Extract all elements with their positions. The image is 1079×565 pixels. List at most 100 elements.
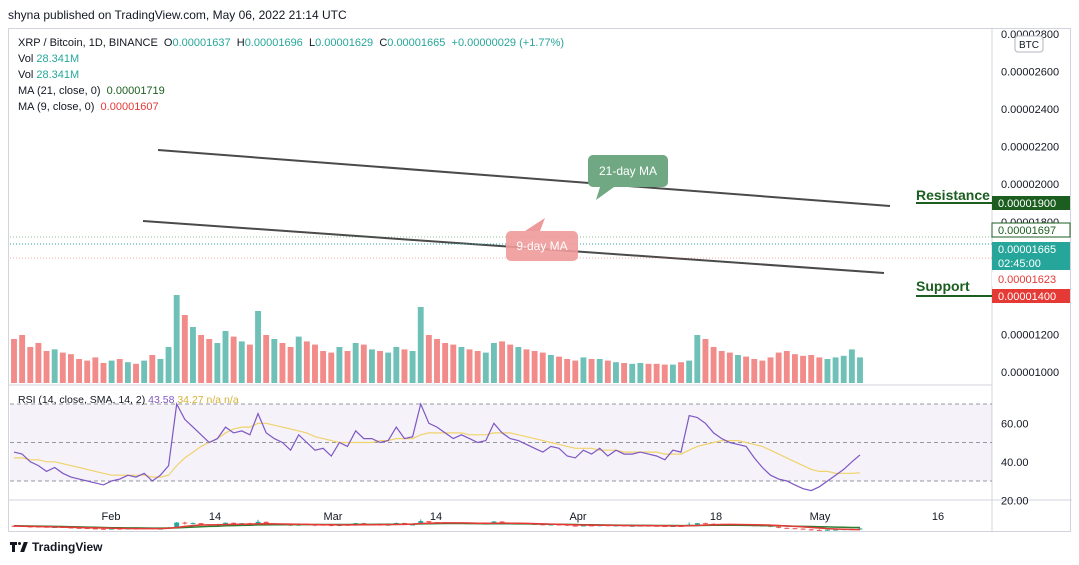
volume-bar — [434, 339, 440, 383]
rsi-line — [13, 402, 861, 492]
volume-bar — [621, 363, 628, 383]
ohlc-legend: XRP / Bitcoin, 1D, BINANCE O0.00001637 H… — [18, 36, 564, 50]
ma21-value: 0.00001719 — [106, 85, 165, 97]
resistance-label: Resistance — [916, 187, 990, 203]
volume-bar — [108, 360, 115, 383]
volume-bar — [230, 336, 237, 383]
volume-bar — [824, 359, 831, 383]
volume-bar — [328, 352, 335, 383]
candle-body — [703, 523, 708, 525]
volume-bar — [344, 351, 351, 383]
rsi-na: n/a n/a — [206, 394, 239, 406]
tradingview-mark-icon — [10, 542, 28, 552]
price-tick-label: 0.00001200 — [1001, 329, 1059, 341]
volume-bar — [255, 311, 261, 383]
volume-bar — [507, 344, 514, 383]
volume-bar — [604, 360, 611, 383]
volume-bar — [116, 359, 123, 383]
volume-bar — [800, 355, 806, 383]
volume-bar — [271, 339, 278, 383]
volume-bar — [596, 359, 603, 383]
volume-bar — [556, 356, 562, 383]
support-price-tag: 0.00001400 — [998, 291, 1056, 303]
volume-bar — [661, 364, 668, 383]
volume-bar — [124, 362, 131, 383]
volume-bar — [100, 363, 107, 383]
time-tick-label: May — [810, 511, 831, 523]
volume-bar — [702, 339, 709, 383]
volume-bar — [580, 357, 587, 383]
candle-body — [816, 529, 822, 531]
candle-body — [174, 522, 180, 528]
volume-bar — [629, 363, 636, 383]
volume-bar — [320, 351, 327, 383]
volume-bar — [694, 335, 701, 383]
volume-bar — [523, 349, 530, 383]
time-tick-label: 14 — [209, 511, 221, 523]
volume-bar — [92, 357, 99, 383]
ma9-line — [13, 522, 861, 531]
volume-bar — [816, 357, 823, 383]
volume-bar — [417, 307, 424, 383]
ma9-label: MA (9, close, 0) — [18, 101, 95, 113]
volume-bar — [547, 355, 554, 383]
currency-badge: BTC — [1019, 40, 1039, 51]
candle-body — [808, 529, 814, 531]
low-label: L — [308, 37, 316, 49]
volume-bar — [393, 347, 400, 383]
volume-bar — [214, 343, 221, 383]
rsi-value: 43.58 — [148, 394, 175, 406]
time-tick-label: 14 — [430, 511, 442, 523]
publisher-credit: shyna published on TradingView.com, May … — [8, 8, 347, 22]
ma9-legend: MA (9, close, 0) 0.00001607 — [18, 100, 159, 114]
resistance-price-tag-bg — [992, 196, 1070, 210]
volume-bar — [840, 355, 847, 383]
symbol-label[interactable]: XRP / Bitcoin, 1D, BINANCE — [18, 37, 158, 49]
candle-body — [92, 528, 98, 530]
time-tick-label: Apr — [569, 511, 586, 523]
price-tick-label: 0.00001000 — [1001, 367, 1059, 379]
volume-bar — [751, 359, 758, 383]
volume-bar — [857, 357, 863, 383]
volume-bar — [149, 355, 156, 383]
ma9-price-tag: 0.00001623 — [998, 274, 1056, 286]
volume-bar — [669, 364, 676, 383]
volume-bar — [775, 352, 782, 383]
volume-bar — [637, 363, 644, 383]
candle-body — [776, 526, 782, 528]
candle-body — [580, 525, 586, 527]
volume-bar — [783, 351, 790, 383]
volume-bar — [791, 354, 798, 383]
volume-bar — [710, 347, 717, 383]
candle-body — [231, 522, 237, 525]
rsi-sma-line — [14, 422, 861, 478]
volume-bar — [27, 347, 34, 383]
candle-body — [84, 528, 90, 530]
volume-bar — [808, 355, 815, 383]
volume-bar — [173, 295, 180, 383]
volume-bar — [295, 336, 302, 383]
volume-bar — [401, 349, 408, 383]
volume-bar — [686, 360, 693, 383]
price-tick-label: 0.00002200 — [1001, 142, 1059, 154]
candle-body — [800, 528, 806, 530]
ma21-callout-pointer — [596, 187, 614, 200]
volume-bar — [491, 343, 497, 383]
volume-bar — [759, 360, 766, 383]
volume-bar — [564, 359, 571, 383]
volume-bar — [206, 339, 213, 383]
rsi-sma-value: 34.27 — [177, 394, 204, 406]
high-value: 0.00001696 — [244, 37, 303, 49]
candle-body — [784, 527, 790, 529]
candle-body — [101, 528, 106, 530]
rsi-label: RSI (14, close, SMA, 14, 2) — [18, 394, 146, 406]
tradingview-logo[interactable]: TradingView — [10, 540, 102, 554]
volume-bar — [515, 347, 522, 383]
rsi-legend: RSI (14, close, SMA, 14, 2) 43.58 34.27 … — [18, 393, 239, 407]
volume-bar — [246, 344, 253, 383]
candle-body — [572, 525, 578, 527]
time-tick-label: 18 — [710, 511, 722, 523]
candle-body — [255, 521, 261, 524]
rsi-tick-label: 20.00 — [1001, 495, 1029, 507]
